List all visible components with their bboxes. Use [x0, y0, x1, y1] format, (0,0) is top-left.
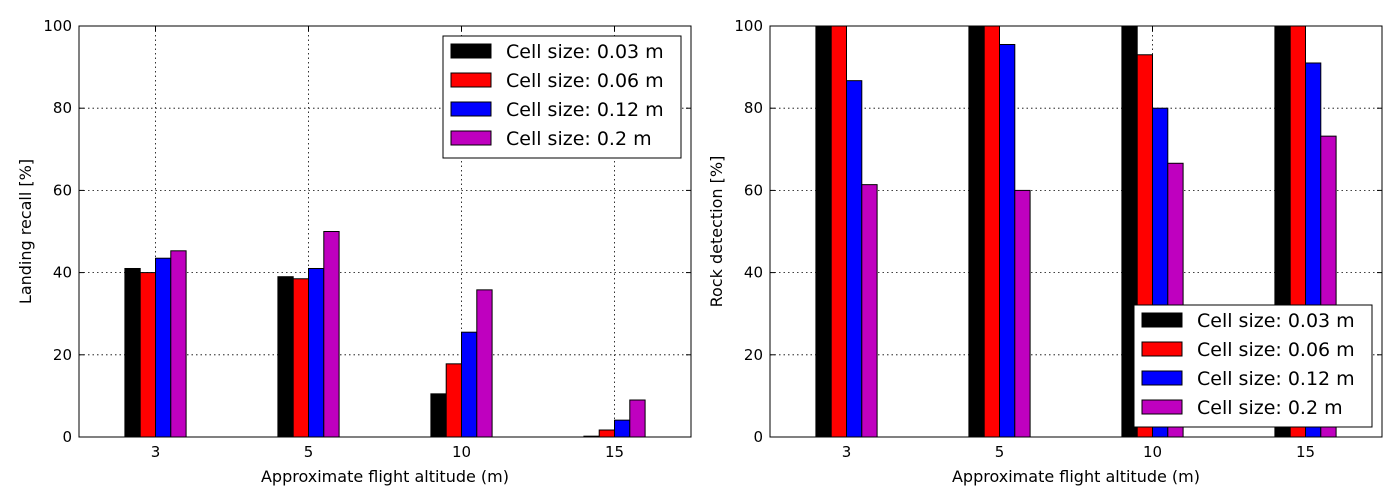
y-tick-label: 20: [53, 346, 72, 364]
legend-label: Cell size: 0.2 m: [506, 128, 652, 150]
y-tick-label: 60: [53, 181, 72, 199]
x-tick-label: 15: [1296, 443, 1315, 461]
x-tick-label: 3: [842, 443, 852, 461]
bar-cell-size-0-2-m-5: [323, 231, 340, 438]
x-axis-label: Approximate flight altitude (m): [261, 467, 509, 486]
y-tick-label: 100: [734, 17, 763, 35]
bar-cell-size-0-03-m-5: [968, 25, 985, 438]
plot-frame: [769, 25, 1383, 438]
bar-cell-size-0-12-m-15: [614, 419, 631, 438]
bar-cell-size-0-2-m-15: [629, 399, 646, 438]
legend: Cell size: 0.03 m Cell size: 0.06 m Cell s…: [442, 35, 682, 159]
bar-cell-size-0-06-m-3: [139, 272, 156, 438]
legend-swatch: [1141, 312, 1183, 328]
bar-cell-size-0-03-m-3: [815, 25, 832, 438]
bar-cell-size-0-06-m-15: [598, 429, 616, 438]
x-tick-label: 3: [151, 443, 161, 461]
y-tick-label: 40: [53, 264, 72, 282]
y-tick-label: 40: [744, 264, 763, 282]
landing-recall-chart: 0 20 40 60 80 100 3 5 10 15 Approximate flight al…: [16, 17, 692, 486]
legend-label: Cell size: 0.06 m: [1197, 339, 1355, 361]
bar-cell-size-0-2-m-3: [861, 184, 878, 438]
y-tick-label: 20: [744, 346, 763, 364]
legend-swatch: [1141, 370, 1183, 386]
y-axis-label: Rock detection [%]: [707, 156, 726, 308]
bar-cell-size-0-2-m-10: [476, 289, 493, 438]
legend-swatch: [450, 43, 492, 59]
y-tick-label: 80: [744, 99, 763, 117]
rock-detection-chart: 0 20 40 60 80 100 3 5 10 15 Approximate flight al…: [707, 17, 1383, 486]
x-tick-label: 5: [995, 443, 1005, 461]
bar-cell-size-0-12-m-5: [999, 43, 1016, 438]
y-tick-label: 0: [62, 428, 72, 446]
x-tick-label: 10: [1143, 443, 1162, 461]
legend: Cell size: 0.03 m Cell size: 0.06 m Cell s…: [1133, 304, 1373, 428]
legend-label: Cell size: 0.12 m: [506, 99, 664, 121]
bar-cell-size-0-2-m-3: [170, 250, 187, 438]
plot-frame: [78, 25, 692, 438]
y-tick-label: 80: [53, 99, 72, 117]
bar-cell-size-0-06-m-10: [445, 363, 463, 438]
bar-cell-size-0-03-m-5: [277, 276, 294, 438]
y-tick-label: 0: [753, 428, 763, 446]
legend-swatch: [450, 101, 492, 117]
bar-cell-size-0-03-m-10: [430, 393, 447, 438]
legend-label: Cell size: 0.03 m: [506, 41, 664, 63]
legend-swatch: [1141, 399, 1183, 415]
bar-cell-size-0-03-m-3: [124, 267, 141, 438]
legend-label: Cell size: 0.2 m: [1197, 397, 1343, 419]
legend-swatch: [450, 130, 492, 146]
bar-cell-size-0-06-m-5: [983, 25, 1001, 438]
legend-label: Cell size: 0.03 m: [1197, 310, 1355, 332]
bar-cell-size-0-2-m-5: [1014, 189, 1031, 438]
bar-cell-size-0-06-m-3: [830, 25, 848, 438]
y-tick-label: 60: [744, 181, 763, 199]
bar-cell-size-0-12-m-10: [461, 331, 478, 438]
x-tick-label: 10: [452, 443, 471, 461]
x-tick-label: 5: [304, 443, 314, 461]
x-axis-label: Approximate flight altitude (m): [952, 467, 1200, 486]
legend-swatch: [1141, 341, 1183, 357]
legend-label: Cell size: 0.06 m: [506, 70, 664, 92]
bar-cell-size-0-12-m-5: [308, 267, 325, 438]
bar-cell-size-0-12-m-3: [846, 80, 863, 438]
legend-label: Cell size: 0.12 m: [1197, 368, 1355, 390]
bar-cell-size-0-12-m-3: [155, 257, 172, 438]
y-axis-label: Landing recall [%]: [16, 159, 35, 304]
bar-cell-size-0-06-m-5: [292, 278, 310, 438]
legend-swatch: [450, 72, 492, 88]
y-tick-label: 100: [43, 17, 72, 35]
x-tick-label: 15: [605, 443, 624, 461]
